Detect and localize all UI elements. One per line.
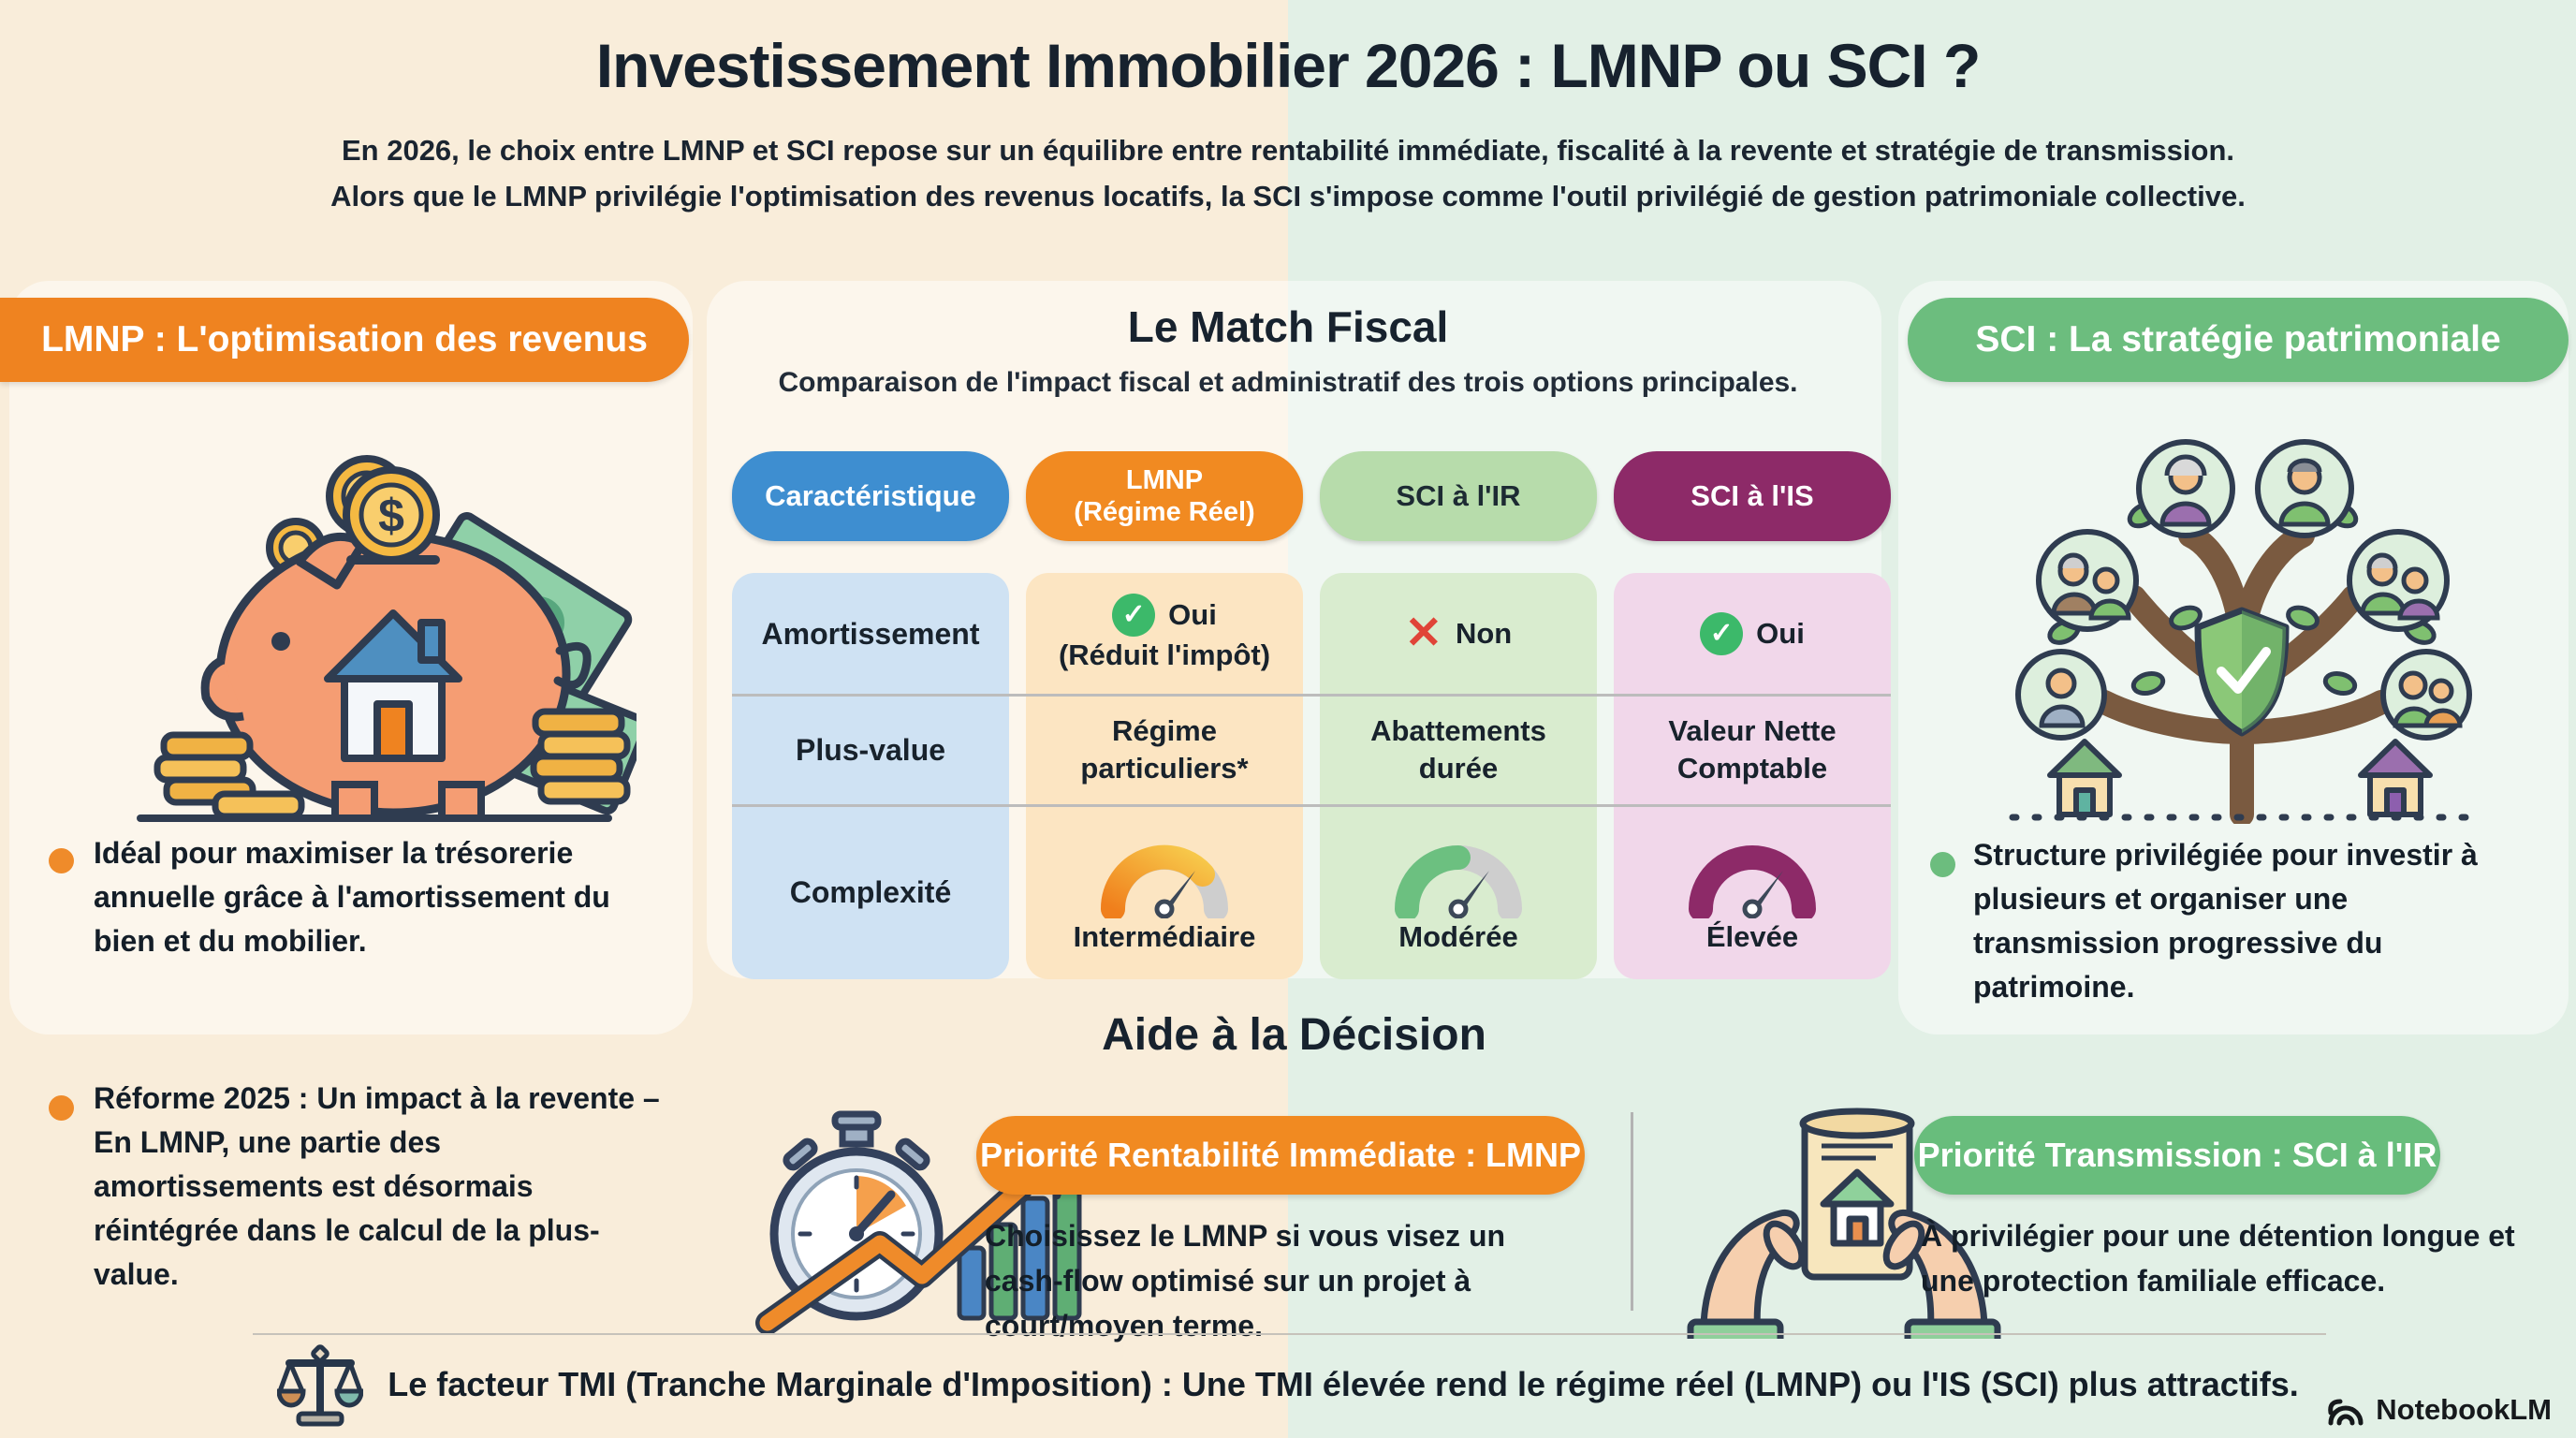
decision-right-badge-label: Priorité Transmission : SCI à l'IR <box>1917 1136 2437 1174</box>
lmnp-bullet2-bold: Réforme 2025 : Un impact à la revente – <box>94 1081 660 1115</box>
cross-icon: ✕ <box>1404 609 1442 658</box>
check-circle-icon: ✓ <box>1700 612 1744 655</box>
lmnp-bullet2-dot <box>49 1095 74 1121</box>
balance-scale-icon <box>277 1344 364 1427</box>
decision-left-badge: Priorité Rentabilité Immédiate : LMNP <box>976 1116 1585 1195</box>
cell-amortissement-sci-ir: ✕ Non <box>1320 573 1597 695</box>
check-circle-icon: ✓ <box>1112 594 1156 637</box>
row-label-complexite: Complexité <box>789 875 952 909</box>
page-subtitle: En 2026, le choix entre LMNP et SCI repo… <box>0 127 2576 219</box>
svg-text:$: $ <box>378 490 404 542</box>
decision-title: Aide à la Décision <box>1102 1010 1486 1060</box>
cell-complexite-sci-ir: Modérée <box>1320 805 1597 979</box>
match-fiscal-subtitle: Comparaison de l'impact fiscal et admini… <box>778 367 1798 398</box>
cell-plus-value-sci-ir: Abattements durée <box>1370 714 1546 785</box>
lmnp-bullet1-dot <box>49 848 74 873</box>
cell-complexite-sci-ir-label: Modérée <box>1398 919 1518 953</box>
table-column-sci-is: ✓ Oui Valeur Nette Comptable Élevée <box>1614 573 1891 979</box>
page-title: Investissement Immobilier 2026 : LMNP ou… <box>595 31 1982 100</box>
column-header-sci-ir-label: SCI à l'IR <box>1396 479 1521 512</box>
decision-right-text: À privilégier pour une détention longue … <box>1921 1219 2515 1298</box>
lmnp-banner-label: LMNP : L'optimisation des revenus <box>41 319 648 360</box>
hands-holding-deed-illustration <box>1687 1108 2001 1339</box>
cell-amortissement-sci-is: ✓ Oui <box>1614 573 1891 695</box>
lmnp-bullet2: Réforme 2025 : Un impact à la revente – … <box>94 1077 674 1297</box>
table-column-sci-ir: ✕ Non Abattements durée Modérée <box>1320 573 1597 979</box>
brand-name: NotebookLM <box>2376 1393 2552 1426</box>
table-row-separator-1 <box>732 694 1891 697</box>
tmi-note: Le facteur TMI (Tranche Marginale d'Impo… <box>0 1341 2576 1429</box>
sci-bullet1-dot <box>1930 852 1955 877</box>
tmi-note-text: Le facteur TMI (Tranche Marginale d'Impo… <box>388 1365 2299 1404</box>
column-header-sci-is-label: SCI à l'IS <box>1690 479 1814 512</box>
decision-left-badge-label: Priorité Rentabilité Immédiate : LMNP <box>979 1136 1582 1174</box>
cell-amortissement-sci-ir-label: Non <box>1455 617 1513 650</box>
table-row-separator-2 <box>732 804 1891 807</box>
lmnp-bullet1: Idéal pour maximiser la trésorerie annue… <box>94 836 610 958</box>
cell-plus-value-sci-is: Valeur Nette Comptable <box>1668 714 1837 785</box>
table-column-caracteristique: Amortissement Plus-value Complexité <box>732 573 1009 979</box>
cell-plus-value-lmnp: Régime particuliers* <box>1080 714 1249 785</box>
column-header-caracteristique: Caractéristique <box>732 451 1009 541</box>
lmnp-bullet2-rest: En LMNP, une partie des amortissements e… <box>94 1125 600 1291</box>
column-header-sci-ir: SCI à l'IR <box>1320 451 1597 541</box>
cell-complexite-sci-is: Élevée <box>1614 805 1891 979</box>
family-tree-illustration <box>2009 439 2475 824</box>
column-header-lmnp-line2: (Régime Réel) <box>1074 497 1255 527</box>
column-header-lmnp: LMNP (Régime Réel) <box>1026 451 1303 541</box>
cell-amortissement-lmnp-sub: (Réduit l'impôt) <box>1058 638 1271 671</box>
brand-lockup: NotebookLM <box>2327 1393 2552 1427</box>
page-subtitle-line1: En 2026, le choix entre LMNP et SCI repo… <box>341 134 2234 167</box>
cell-amortissement-lmnp-main: Oui <box>1168 598 1217 631</box>
column-header-sci-is: SCI à l'IS <box>1614 451 1891 541</box>
row-label-plus-value: Plus-value <box>795 733 946 767</box>
page-subtitle-line2: Alors que le LMNP privilégie l'optimisat… <box>330 180 2246 213</box>
tmi-note-rest: Une TMI élevée rend le régime réel (LMNP… <box>1172 1365 2299 1403</box>
column-header-caracteristique-label: Caractéristique <box>765 479 976 512</box>
cell-complexite-sci-is-label: Élevée <box>1705 919 1799 953</box>
gauge-high-icon <box>1689 844 1816 918</box>
piggy-bank-illustration: $ <box>137 455 637 822</box>
decision-divider <box>1631 1112 1633 1311</box>
row-label-amortissement: Amortissement <box>761 617 980 651</box>
decision-right-badge: Priorité Transmission : SCI à l'IR <box>1914 1116 2440 1195</box>
lmnp-banner: LMNP : L'optimisation des revenus <box>0 298 689 382</box>
sci-banner: SCI : La stratégie patrimoniale <box>1908 298 2569 382</box>
sci-banner-label: SCI : La stratégie patrimoniale <box>1975 319 2501 360</box>
decision-left-text: Choisissez le LMNP si vous visez un cash… <box>985 1219 1506 1343</box>
gauge-intermediate-icon <box>1100 844 1228 918</box>
sci-bullet1: Structure privilégiée pour investir à pl… <box>1973 838 2478 1004</box>
column-header-lmnp-line1: LMNP <box>1125 465 1204 495</box>
cell-amortissement-sci-is-label: Oui <box>1756 617 1805 650</box>
notebooklm-arc-icon <box>2328 1399 2364 1426</box>
match-fiscal-title: Le Match Fiscal <box>1127 302 1449 351</box>
cell-complexite-lmnp: Intermédiaire <box>1026 805 1303 979</box>
cell-complexite-lmnp-label: Intermédiaire <box>1073 919 1256 953</box>
table-column-lmnp: ✓ Oui (Réduit l'impôt) Régime particulie… <box>1026 573 1303 979</box>
gauge-moderate-icon <box>1395 844 1522 918</box>
cell-amortissement-lmnp: ✓ Oui (Réduit l'impôt) <box>1026 573 1303 695</box>
footer-divider <box>253 1333 2326 1335</box>
tmi-note-bold: Le facteur TMI (Tranche Marginale d'Impo… <box>388 1365 1173 1403</box>
